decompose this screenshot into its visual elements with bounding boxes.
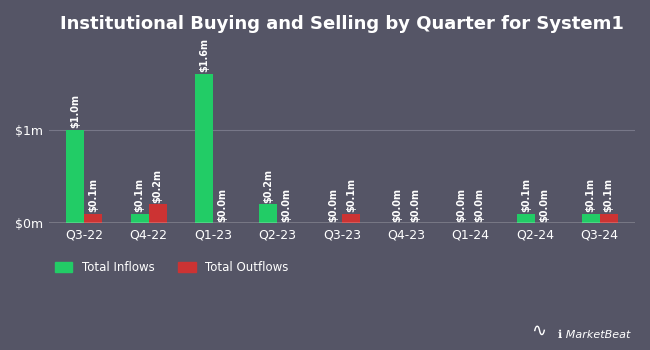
Bar <box>66 130 84 223</box>
Text: $0.1m: $0.1m <box>346 178 356 212</box>
Bar <box>149 204 166 223</box>
Text: $0.0m: $0.0m <box>539 188 549 222</box>
Text: $0.2m: $0.2m <box>153 169 162 203</box>
Text: $0.0m: $0.0m <box>392 188 402 222</box>
Bar <box>599 214 618 223</box>
Text: ℹ MarketBeat: ℹ MarketBeat <box>558 329 630 340</box>
Bar <box>195 74 213 223</box>
Title: Institutional Buying and Selling by Quarter for System1: Institutional Buying and Selling by Quar… <box>60 15 624 33</box>
Text: $1.0m: $1.0m <box>70 94 80 128</box>
Text: $0.0m: $0.0m <box>457 188 467 222</box>
Text: $0.0m: $0.0m <box>474 188 485 222</box>
Text: $0.1m: $0.1m <box>586 178 595 212</box>
Legend: Total Inflows, Total Outflows: Total Inflows, Total Outflows <box>55 261 289 274</box>
Text: $0.2m: $0.2m <box>263 169 274 203</box>
Text: $0.1m: $0.1m <box>88 178 98 212</box>
Bar <box>582 214 599 223</box>
Bar <box>342 214 360 223</box>
Text: $1.6m: $1.6m <box>199 38 209 72</box>
Bar <box>84 214 102 223</box>
Text: ∿: ∿ <box>531 322 546 340</box>
Text: $0.0m: $0.0m <box>328 188 338 222</box>
Bar <box>131 214 149 223</box>
Text: $0.0m: $0.0m <box>281 188 291 222</box>
Text: $0.1m: $0.1m <box>604 178 614 212</box>
Text: $0.0m: $0.0m <box>410 188 421 222</box>
Text: $0.0m: $0.0m <box>217 188 227 222</box>
Text: $0.1m: $0.1m <box>521 178 531 212</box>
Bar <box>259 204 278 223</box>
Text: $0.1m: $0.1m <box>135 178 144 212</box>
Bar <box>517 214 535 223</box>
